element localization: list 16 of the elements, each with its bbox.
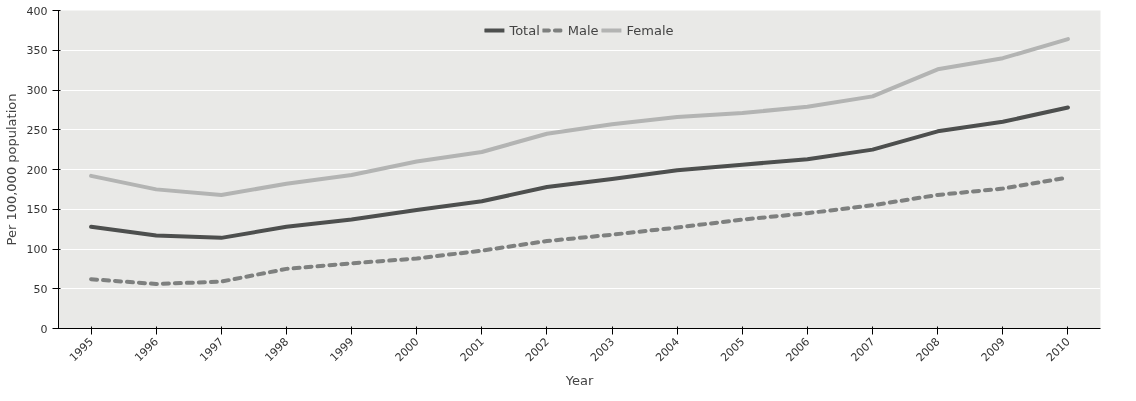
legend-label: Female <box>626 22 674 38</box>
y-tick-label: 100 <box>26 243 48 256</box>
y-axis-title: Per 100,000 population <box>3 93 19 246</box>
y-tick-label: 400 <box>26 4 48 18</box>
y-tick-label: 300 <box>26 84 48 97</box>
y-tick-label: 0 <box>40 322 48 336</box>
legend-label: Total <box>509 22 540 38</box>
y-tick-label: 150 <box>26 203 48 217</box>
y-tick-label: 350 <box>26 44 48 58</box>
x-axis-title: Year <box>564 372 594 388</box>
y-tick-label: 50 <box>33 282 48 296</box>
line-series <box>89 37 1070 197</box>
legend-label: Male <box>567 22 599 38</box>
y-tick-label: 200 <box>26 163 48 177</box>
line-series <box>89 105 1070 240</box>
y-tick-label: 250 <box>26 123 48 137</box>
